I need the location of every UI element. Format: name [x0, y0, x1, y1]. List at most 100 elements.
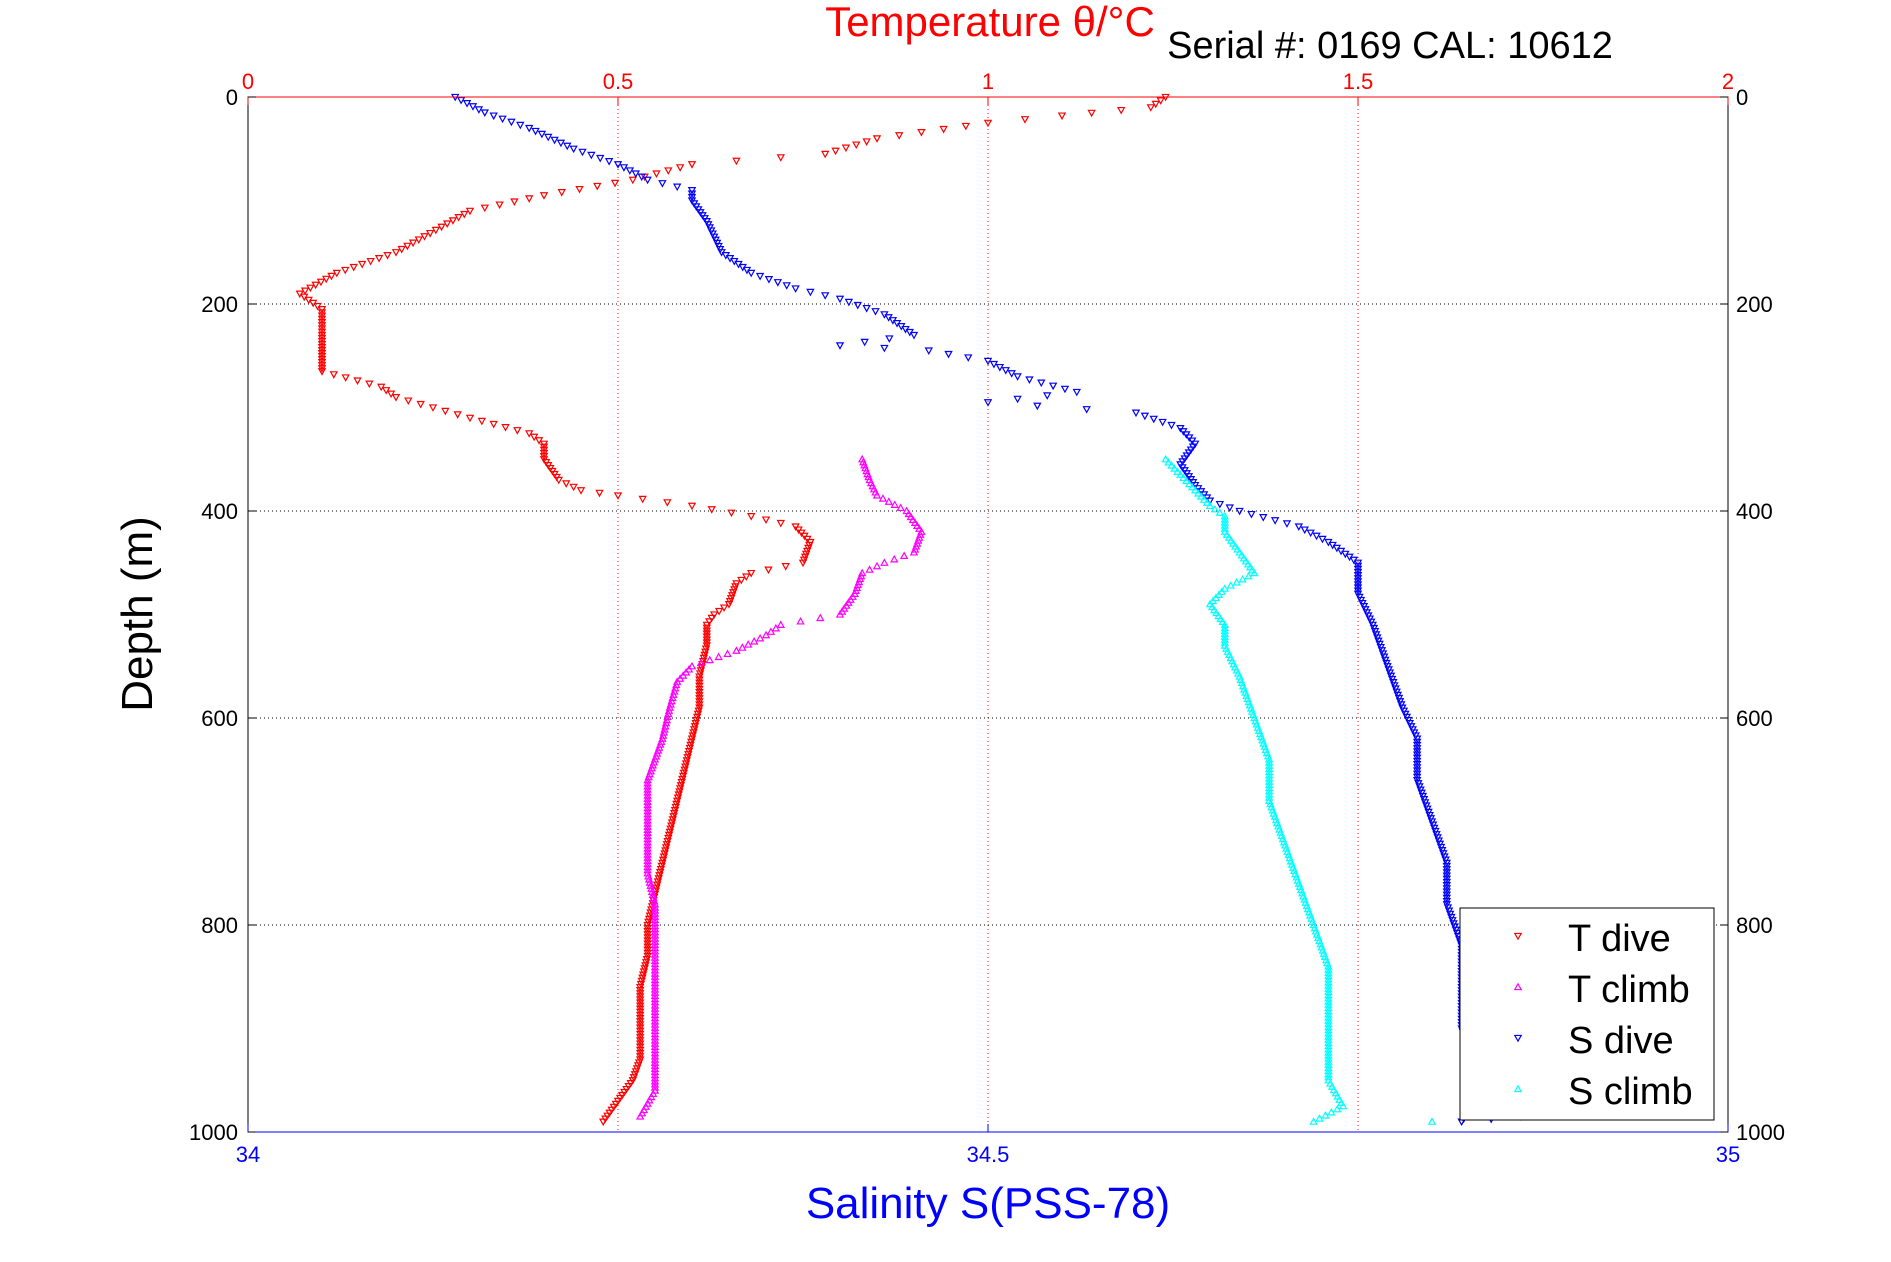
data-point: [924, 347, 934, 356]
data-point: [1235, 507, 1244, 516]
data-point: [744, 640, 753, 648]
data-point: [649, 893, 658, 902]
legend-box: [1459, 907, 1715, 1121]
data-point: [465, 414, 475, 423]
left-tick-label: 0: [226, 85, 238, 110]
data-point: [1033, 402, 1042, 411]
data-point: [1210, 504, 1220, 513]
data-point: [776, 154, 786, 162]
bottom-tick-label: 35: [1716, 1142, 1740, 1167]
data-point: [880, 344, 889, 353]
data-point: [646, 881, 655, 889]
data-point: [650, 896, 659, 905]
left-tick-label: 400: [201, 499, 238, 524]
data-point: [453, 411, 462, 419]
data-point: [675, 164, 685, 172]
data-point: [798, 559, 808, 568]
data-point: [1179, 473, 1188, 482]
top-tick-label: 0: [242, 69, 254, 94]
data-point: [672, 183, 682, 192]
data-point: [1042, 392, 1052, 400]
data-point: [658, 731, 668, 739]
data-point: [625, 167, 635, 175]
serial-label: Serial #: 0169 CAL: 10612: [1167, 25, 1613, 67]
data-point: [1211, 593, 1221, 602]
data-point: [1116, 106, 1126, 115]
data-point: [1188, 482, 1197, 491]
data-point: [454, 214, 463, 222]
data-point: [878, 494, 888, 502]
data-point: [746, 269, 756, 278]
data-point: [468, 103, 478, 111]
data-point: [939, 125, 948, 134]
data-point: [513, 427, 522, 435]
data-point: [764, 276, 774, 284]
data-point: [658, 180, 667, 188]
data-point: [746, 513, 756, 521]
data-point: [1338, 1101, 1348, 1110]
data-point: [1196, 492, 1206, 500]
data-point: [635, 1112, 645, 1120]
data-point: [1167, 461, 1176, 469]
data-point: [1001, 367, 1010, 375]
data-point: [1225, 504, 1234, 512]
data-point: [664, 709, 673, 718]
data-point: [1131, 409, 1141, 418]
data-point: [341, 266, 350, 275]
data-point: [619, 164, 629, 172]
data-point: [1318, 535, 1327, 544]
data-point: [872, 561, 882, 570]
data-point: [1220, 584, 1230, 592]
data-point: [524, 195, 534, 203]
data-point: [665, 703, 675, 711]
data-point: [1164, 457, 1173, 466]
data-point: [1170, 464, 1179, 472]
data-point: [554, 476, 564, 485]
data-point: [961, 122, 971, 131]
data-point: [1072, 388, 1082, 397]
data-point: [664, 167, 673, 175]
data-point: [844, 298, 854, 307]
data-point: [474, 106, 484, 114]
data-point: [1158, 418, 1167, 427]
data-point: [820, 150, 830, 159]
data-point: [425, 229, 435, 238]
data-point: [563, 142, 572, 151]
data-point: [1057, 112, 1067, 121]
data-point: [404, 397, 413, 406]
data-point: [448, 217, 458, 225]
data-point: [820, 292, 830, 300]
bottom-tick-label: 34.5: [967, 1142, 1010, 1167]
data-point: [1259, 514, 1268, 522]
data-point: [1294, 523, 1304, 531]
data-point: [365, 380, 374, 389]
data-point: [1167, 421, 1176, 430]
bottom-tick-label: 34: [236, 1142, 260, 1167]
data-point: [899, 551, 909, 560]
data-point: [456, 96, 466, 105]
data-point: [557, 189, 566, 197]
data-point: [1208, 596, 1218, 605]
data-point: [1013, 395, 1022, 404]
data-point: [495, 201, 504, 210]
data-point: [1173, 467, 1182, 475]
legend-marker: [1513, 982, 1523, 991]
data-point: [681, 668, 691, 676]
data-point: [643, 868, 652, 877]
data-point: [661, 718, 671, 727]
data-point: [766, 627, 776, 635]
data-point: [357, 260, 367, 269]
left-tick-label: 1000: [189, 1120, 238, 1145]
series-t-climb: [635, 454, 926, 1120]
data-point: [550, 136, 559, 145]
top-tick-label: 0.5: [603, 69, 634, 94]
data-point: [569, 483, 578, 492]
legend-marker: [1513, 1084, 1523, 1093]
data-point: [1048, 382, 1058, 391]
data-point: [1185, 479, 1194, 488]
data-point: [403, 242, 412, 251]
data-point: [773, 279, 783, 287]
top-tick-label: 1.5: [1343, 69, 1374, 94]
data-point: [1193, 488, 1203, 497]
